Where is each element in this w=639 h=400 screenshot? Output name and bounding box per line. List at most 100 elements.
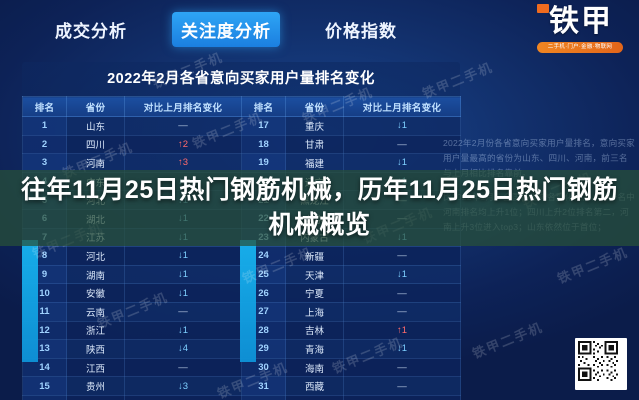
cell-province-left: 江西: [66, 357, 125, 378]
table-row: 16山西↓1: [22, 394, 461, 400]
change-indicator-left: ↑2: [177, 138, 189, 150]
logo-text: 铁甲: [549, 5, 613, 38]
change-indicator-left: ↓4: [177, 343, 189, 355]
table-row: 10 安徽 ↓1 26 宁夏 —: [22, 283, 461, 303]
change-indicator-right: —: [397, 287, 407, 299]
cell-province-left: 云南: [66, 301, 125, 322]
cell-rank-left: 3: [22, 153, 67, 173]
cell-province-left: 浙江: [66, 320, 125, 341]
change-indicator-right: —: [397, 306, 407, 318]
logo-accent-mark: [537, 4, 549, 13]
cell-change-left: —: [124, 301, 242, 322]
table-row: 15 贵州 ↓3 31 西藏 —: [22, 376, 461, 396]
table-row: 14 江西 — 30 海南 —: [22, 357, 461, 378]
cell-province-right: 西藏: [285, 376, 344, 396]
table-row: 9 湖南 ↓1 25 天津 ↓1: [22, 264, 461, 285]
tab-guanzhudu-fenxi[interactable]: 关注度分析: [172, 11, 280, 47]
cell-province-right: 新疆: [285, 246, 344, 266]
cell-change-right: —: [343, 301, 461, 322]
change-indicator-left: —: [178, 120, 188, 132]
change-indicator-right: ↓1: [396, 120, 408, 132]
cell-change-right: —: [343, 357, 461, 378]
cell-province-left: 四川: [66, 134, 125, 155]
cell-rank-right: [241, 394, 286, 400]
change-indicator-left: ↓1: [177, 324, 189, 336]
cell-rank-right: 18: [241, 134, 286, 155]
change-indicator-left: ↓1: [177, 250, 189, 262]
table-row: 3 河南 ↑3 19 福建 ↓1: [22, 153, 461, 173]
top-navbar: 成交分析 关注度分析 价格指数: [0, 0, 639, 58]
rank-rail-left: [22, 240, 38, 362]
change-indicator-left: ↓3: [177, 380, 189, 392]
cell-province-right: 上海: [285, 301, 344, 322]
watermark-text: 铁甲二手机: [555, 244, 631, 287]
cell-province-right: 甘肃: [285, 134, 344, 155]
change-indicator-right: —: [397, 138, 407, 150]
cell-province-left: 贵州: [66, 376, 125, 396]
cell-rank-left: 14: [22, 357, 67, 378]
rank-rail-right: [240, 240, 256, 362]
cell-change-left: ↑2: [124, 134, 242, 155]
cell-province-right: 青海: [285, 339, 344, 359]
table-row: 2 四川 ↑2 18 甘肃 —: [22, 134, 461, 155]
cell-province-right: 天津: [285, 264, 344, 285]
cell-rank-left: 1: [22, 116, 67, 136]
cell-change-right: [343, 394, 461, 400]
cell-rank-right: 31: [241, 376, 286, 396]
cell-change-right: ↓1: [343, 264, 461, 285]
qr-code-image: [578, 341, 618, 381]
header-rank-left: 排名: [22, 96, 67, 117]
cell-change-left: ↓1: [124, 283, 242, 303]
header-change-right: 对比上月排名变化: [343, 96, 461, 117]
change-indicator-right: ↓1: [396, 157, 408, 169]
cell-change-left: —: [124, 116, 242, 136]
cell-change-left: ↓4: [124, 339, 242, 359]
table-header-row: 排名 省份 对比上月排名变化 排名 省份 对比上月排名变化: [22, 96, 461, 117]
change-indicator-left: —: [178, 362, 188, 374]
header-province-left: 省份: [66, 96, 125, 117]
cell-province-right: [285, 394, 344, 400]
cell-province-left: 湖南: [66, 264, 125, 285]
headline-text: 往年11月25日热门钢筋机械，历年11月25日热门钢筋机械概览: [21, 176, 618, 239]
cell-province-left: 河南: [66, 153, 125, 173]
cell-change-left: ↓1: [124, 264, 242, 285]
cell-rank-left: 16: [22, 394, 67, 400]
watermark-text: 铁甲二手机: [470, 319, 546, 362]
qr-code[interactable]: [575, 338, 627, 390]
headline-overlay: 往年11月25日热门钢筋机械，历年11月25日热门钢筋机械概览: [0, 170, 639, 246]
cell-province-left: 河北: [66, 246, 125, 266]
cell-province-right: 重庆: [285, 116, 344, 136]
cell-change-left: ↓3: [124, 376, 242, 396]
cell-change-left: —: [124, 357, 242, 378]
table-head: 排名 省份 对比上月排名变化 排名 省份 对比上月排名变化: [22, 96, 461, 117]
cell-province-right: 宁夏: [285, 283, 344, 303]
table-row: 11 云南 —27 上海 —: [22, 301, 461, 322]
logo-tagline: 二手机·门户·金融·物联网: [537, 42, 623, 53]
change-indicator-right: ↑1: [396, 324, 408, 336]
change-indicator-right: —: [397, 250, 407, 262]
change-indicator-left: ↓1: [177, 269, 189, 281]
change-indicator-right: ↓1: [396, 269, 408, 281]
cell-rank-left: 15: [22, 376, 67, 396]
cell-rank-right: 19: [241, 153, 286, 173]
cell-province-right: 福建: [285, 153, 344, 173]
header-rank-right: 排名: [241, 96, 286, 117]
tab-jiage-zhishu[interactable]: 价格指数: [325, 21, 397, 41]
cell-change-left: ↓1: [124, 246, 242, 266]
cell-rank-left: 2: [22, 134, 67, 155]
tab-chengjiao-fenxi[interactable]: 成交分析: [55, 21, 127, 41]
cell-change-left: ↓1: [124, 394, 242, 400]
change-indicator-left: ↓1: [177, 287, 189, 299]
nav-tab-list: 成交分析 关注度分析 价格指数: [46, 11, 406, 47]
table-row: 1 山东 — 17 重庆 ↓1: [22, 116, 461, 136]
change-indicator-left: —: [178, 306, 188, 318]
card-title: 2022年2月各省意向买家用户量排名变化: [107, 71, 375, 87]
cell-change-right: ↓1: [343, 153, 461, 173]
cell-province-left: 陕西: [66, 339, 125, 359]
cell-change-left: ↓1: [124, 320, 242, 341]
cell-province-left: 山西: [66, 394, 125, 400]
cell-change-right: ↓1: [343, 339, 461, 359]
cell-rank-right: 17: [241, 116, 286, 136]
brand-logo[interactable]: 铁甲 二手机·门户·金融·物联网: [527, 2, 631, 58]
